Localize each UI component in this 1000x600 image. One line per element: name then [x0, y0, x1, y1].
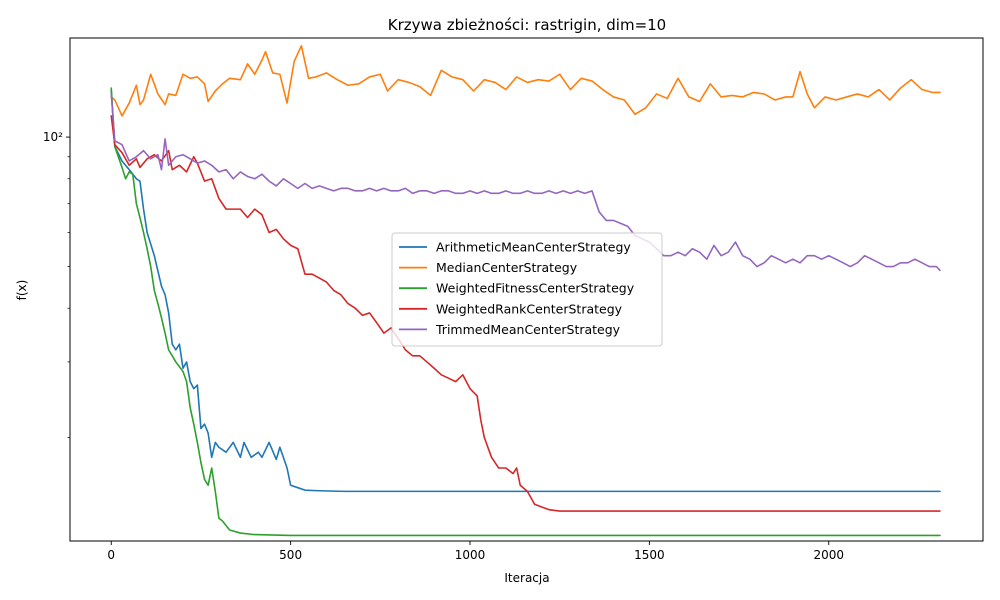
legend-label-2: MedianCenterStrategy	[436, 260, 578, 275]
legend-label-4: WeightedRankCenterStrategy	[436, 301, 623, 316]
legend-label-1: ArithmeticMeanCenterStrategy	[436, 240, 631, 255]
series-line-2	[110, 45, 941, 117]
x-tick-label: 0	[107, 548, 115, 562]
legend-label-5: TrimmedMeanCenterStrategy	[435, 322, 621, 337]
x-tick-label: 1000	[455, 548, 486, 562]
series-line-4	[110, 115, 941, 512]
y-axis-title: f(x)	[15, 280, 29, 301]
x-tick-label: 500	[279, 548, 302, 562]
series-line-1	[110, 90, 941, 493]
y-tick-label: 10²	[43, 130, 63, 144]
legend: ArithmeticMeanCenterStrategy MedianCenter…	[391, 232, 663, 347]
legend-box	[391, 232, 663, 347]
x-tick-label: 2000	[813, 548, 844, 562]
plot-frame	[69, 37, 984, 542]
chart-title: Krzywa zbieżności: rastrigin, dim=10	[388, 16, 666, 34]
y-axis: 10²	[43, 130, 70, 439]
series-line-5	[110, 93, 941, 272]
series-line-3	[110, 87, 941, 537]
series-layer	[110, 45, 941, 537]
x-axis: 0 500 1000 1500 2000	[107, 541, 844, 562]
legend-label-3: WeightedFitnessCenterStrategy	[436, 281, 635, 296]
x-tick-label: 1500	[634, 548, 665, 562]
x-axis-title: Iteracja	[504, 571, 549, 585]
